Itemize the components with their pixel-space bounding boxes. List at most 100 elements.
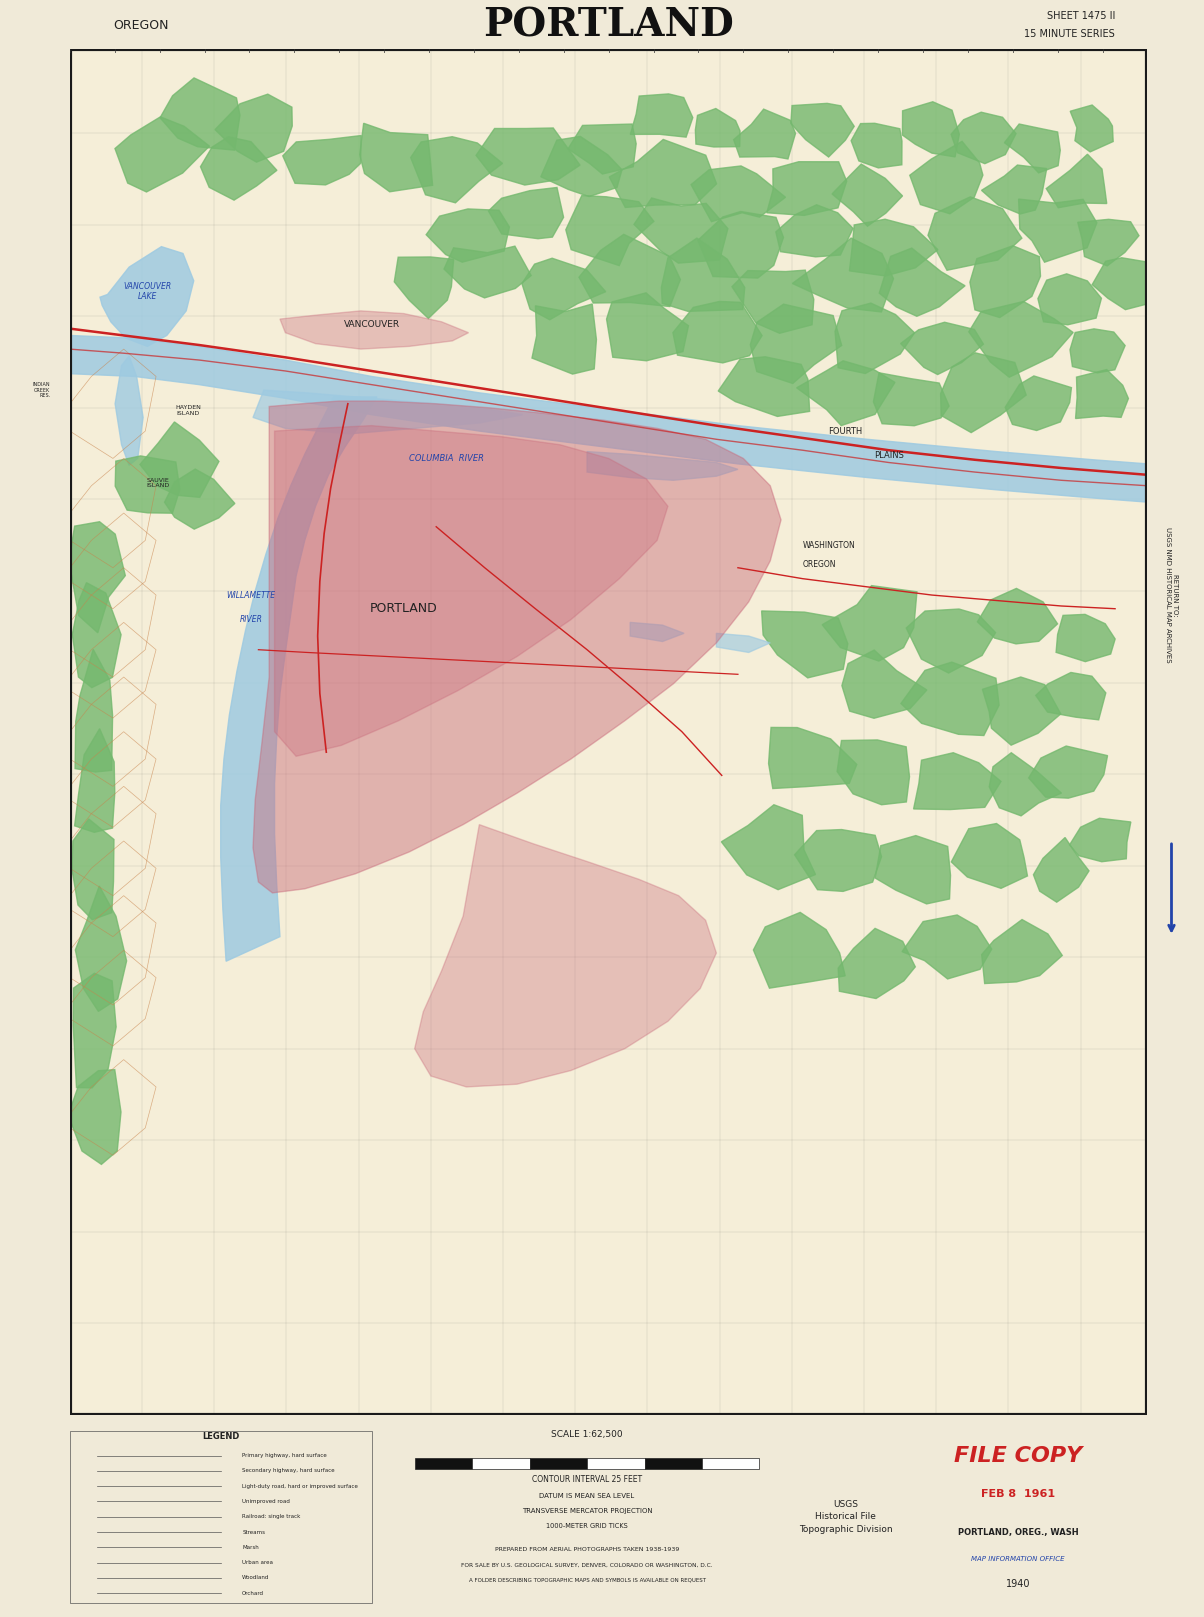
Polygon shape (283, 136, 361, 184)
Polygon shape (721, 805, 815, 889)
Polygon shape (1019, 199, 1097, 262)
Polygon shape (579, 234, 680, 307)
Polygon shape (775, 205, 852, 257)
Polygon shape (673, 301, 762, 362)
Text: Secondary highway, hard surface: Secondary highway, hard surface (242, 1468, 335, 1473)
Text: CONTOUR INTERVAL 25 FEET: CONTOUR INTERVAL 25 FEET (532, 1475, 642, 1484)
Bar (644, 1457, 702, 1468)
Polygon shape (873, 374, 949, 425)
Polygon shape (75, 729, 114, 833)
Polygon shape (978, 589, 1057, 644)
Polygon shape (635, 197, 728, 264)
Text: PORTLAND: PORTLAND (370, 602, 438, 614)
Text: PREPARED FROM AERIAL PHOTOGRAPHS TAKEN 1938-1939: PREPARED FROM AERIAL PHOTOGRAPHS TAKEN 1… (495, 1547, 679, 1552)
Polygon shape (1005, 375, 1072, 430)
Polygon shape (907, 610, 996, 673)
Polygon shape (568, 125, 636, 175)
Text: Primary highway, hard surface: Primary highway, hard surface (242, 1454, 327, 1459)
Bar (70, 1431, 372, 1602)
Polygon shape (875, 836, 950, 904)
Text: RETURN TO:
USGS NMD HISTORICAL MAP ARCHIVES: RETURN TO: USGS NMD HISTORICAL MAP ARCHI… (1165, 527, 1178, 663)
Polygon shape (76, 886, 126, 1011)
Text: Unimproved road: Unimproved road (242, 1499, 290, 1504)
Polygon shape (792, 238, 893, 312)
Text: 1940: 1940 (1005, 1578, 1031, 1588)
Polygon shape (661, 238, 745, 312)
Text: HAYDEN
ISLAND: HAYDEN ISLAND (176, 406, 201, 416)
Polygon shape (607, 293, 689, 361)
Polygon shape (842, 650, 927, 718)
Polygon shape (791, 103, 854, 157)
Polygon shape (719, 357, 809, 417)
Polygon shape (732, 270, 814, 333)
Polygon shape (990, 754, 1062, 817)
Polygon shape (588, 451, 738, 480)
Polygon shape (360, 123, 432, 192)
Polygon shape (73, 973, 116, 1088)
Text: OREGON: OREGON (803, 561, 836, 569)
Polygon shape (476, 128, 580, 184)
Polygon shape (160, 78, 240, 150)
Text: USGS
Historical File
Topographic Division: USGS Historical File Topographic Divisio… (799, 1499, 892, 1535)
Polygon shape (116, 456, 179, 513)
Polygon shape (100, 247, 194, 346)
Polygon shape (762, 611, 848, 678)
Polygon shape (253, 390, 523, 433)
Polygon shape (1075, 370, 1128, 419)
Polygon shape (768, 728, 857, 789)
Text: FOR SALE BY U.S. GEOLOGICAL SURVEY, DENVER, COLORADO OR WASHINGTON, D.C.: FOR SALE BY U.S. GEOLOGICAL SURVEY, DENV… (461, 1562, 713, 1567)
Text: Marsh: Marsh (242, 1544, 259, 1549)
Polygon shape (901, 661, 999, 736)
Polygon shape (220, 396, 377, 960)
Polygon shape (69, 1069, 122, 1164)
Polygon shape (253, 401, 781, 893)
Bar (702, 1457, 760, 1468)
Text: VANCOUVER: VANCOUVER (343, 320, 400, 328)
Text: LEGEND: LEGEND (202, 1431, 240, 1441)
Polygon shape (1069, 818, 1131, 862)
Text: VANCOUVER
LAKE: VANCOUVER LAKE (123, 281, 171, 301)
Polygon shape (609, 139, 716, 207)
Text: SAUVIE
ISLAND: SAUVIE ISLAND (147, 477, 170, 488)
Polygon shape (797, 361, 895, 425)
Polygon shape (275, 425, 668, 757)
Polygon shape (733, 108, 796, 158)
Polygon shape (394, 257, 454, 319)
Polygon shape (1033, 838, 1090, 902)
Polygon shape (981, 920, 1062, 983)
Text: TRANSVERSE MERCATOR PROJECTION: TRANSVERSE MERCATOR PROJECTION (521, 1509, 653, 1514)
Text: WASHINGTON: WASHINGTON (803, 542, 855, 550)
Polygon shape (165, 469, 235, 529)
Polygon shape (795, 830, 881, 891)
Polygon shape (444, 246, 531, 298)
Text: 15 MINUTE SERIES: 15 MINUTE SERIES (1025, 29, 1115, 39)
Polygon shape (928, 197, 1022, 270)
Polygon shape (754, 912, 845, 988)
Polygon shape (1035, 673, 1105, 720)
Text: RIVER: RIVER (240, 614, 262, 624)
Polygon shape (1046, 154, 1106, 207)
Polygon shape (116, 356, 143, 466)
Text: Light-duty road, hard or improved surface: Light-duty road, hard or improved surfac… (242, 1484, 358, 1489)
Polygon shape (521, 259, 606, 320)
Polygon shape (541, 136, 622, 197)
Polygon shape (1028, 745, 1108, 799)
Text: WILLAMETTE: WILLAMETTE (226, 590, 276, 600)
Text: Orchard: Orchard (242, 1591, 264, 1596)
Polygon shape (914, 752, 1001, 810)
Polygon shape (836, 302, 915, 374)
Polygon shape (414, 825, 716, 1087)
Polygon shape (489, 188, 563, 239)
Polygon shape (970, 246, 1040, 317)
Polygon shape (940, 353, 1026, 433)
Polygon shape (902, 915, 992, 978)
Polygon shape (411, 137, 502, 202)
Text: FILE COPY: FILE COPY (954, 1446, 1082, 1465)
Polygon shape (698, 212, 784, 278)
Text: A FOLDER DESCRIBING TOPOGRAPHIC MAPS AND SYMBOLS IS AVAILABLE ON REQUEST: A FOLDER DESCRIBING TOPOGRAPHIC MAPS AND… (468, 1578, 706, 1583)
Text: DATUM IS MEAN SEA LEVEL: DATUM IS MEAN SEA LEVEL (539, 1492, 635, 1499)
Polygon shape (837, 741, 909, 805)
Polygon shape (1056, 614, 1115, 661)
Text: COLUMBIA  RIVER: COLUMBIA RIVER (409, 454, 484, 462)
Polygon shape (630, 94, 692, 137)
